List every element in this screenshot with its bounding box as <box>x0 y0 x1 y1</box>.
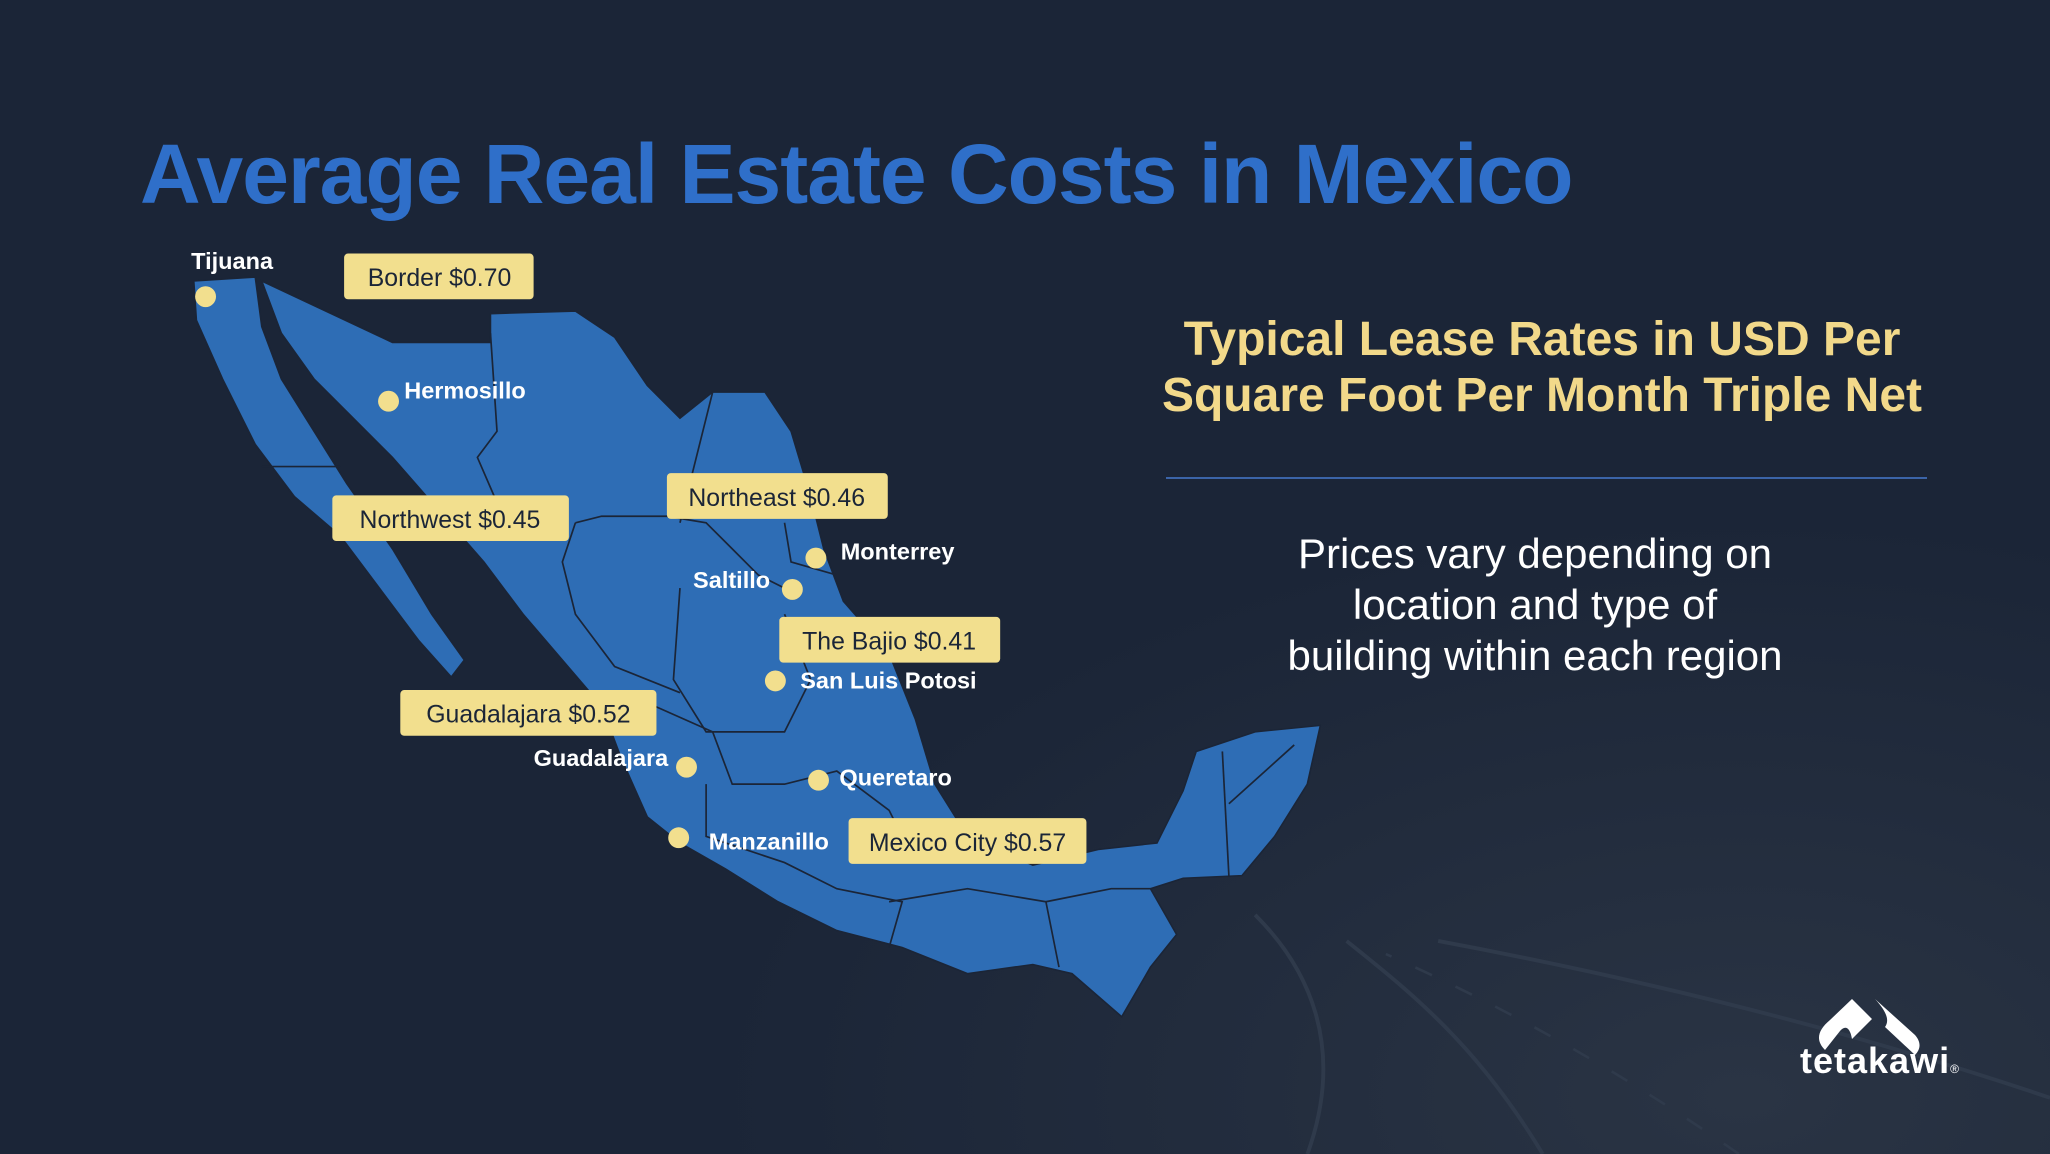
city-monterrey: Monterrey <box>805 538 955 569</box>
city-san-luis-potosi: San Luis Potosi <box>764 668 977 694</box>
svg-text:Guadalajara: Guadalajara <box>534 745 670 771</box>
city-tijuana: Tijuana <box>191 248 274 308</box>
svg-text:Guadalajara $0.52: Guadalajara $0.52 <box>426 702 630 729</box>
callout-border: Border $0.70 <box>344 253 534 300</box>
region-callouts: Border $0.70 Northwest $0.45 Northeast $… <box>332 253 1087 864</box>
svg-text:Border $0.70: Border $0.70 <box>368 265 512 292</box>
callout-mexico-city: Mexico City $0.57 <box>848 818 1087 864</box>
description-text: Prices vary depending on location and ty… <box>1287 530 1783 679</box>
page-title: Average Real Estate Costs in Mexico <box>140 127 1573 221</box>
callout-bajio: The Bajio $0.41 <box>779 616 1001 663</box>
logo-wordmark: tetakawi® <box>1800 1040 1960 1081</box>
svg-text:Queretaro: Queretaro <box>839 764 951 790</box>
svg-text:Mexico City $0.57: Mexico City $0.57 <box>869 830 1066 857</box>
svg-text:Tijuana: Tijuana <box>191 248 274 274</box>
svg-text:Northwest $0.45: Northwest $0.45 <box>360 507 541 534</box>
city-hermosillo: Hermosillo <box>378 378 526 412</box>
city-markers: Tijuana Hermosillo Monterrey Saltillo Sa… <box>191 248 976 854</box>
lease-rates-heading: Typical Lease Rates in USD Per Square Fo… <box>1150 312 1934 424</box>
svg-text:Monterrey: Monterrey <box>841 538 955 564</box>
city-manzanillo: Manzanillo <box>668 827 829 854</box>
city-saltillo: Saltillo <box>693 567 803 600</box>
svg-text:The Bajio $0.41: The Bajio $0.41 <box>802 629 976 656</box>
heading-line-1: Typical Lease Rates in USD Per <box>1183 313 1901 366</box>
svg-text:San Luis Potosi: San Luis Potosi <box>800 668 976 694</box>
city-guadalajara: Guadalajara <box>534 745 697 778</box>
heading-line-2: Square Foot Per Month Triple Net <box>1161 369 1923 422</box>
callout-northwest: Northwest $0.45 <box>332 495 569 542</box>
svg-text:Northeast $0.46: Northeast $0.46 <box>688 485 865 512</box>
mountain-logo-icon <box>1818 999 1920 1055</box>
city-queretaro: Queretaro <box>808 764 952 791</box>
svg-text:Saltillo: Saltillo <box>693 567 770 593</box>
callout-guadalajara: Guadalajara $0.52 <box>400 690 657 736</box>
svg-text:Hermosillo: Hermosillo <box>404 378 526 404</box>
map-baja-california <box>192 276 466 679</box>
divider <box>1166 477 1927 479</box>
svg-text:Manzanillo: Manzanillo <box>709 828 829 854</box>
callout-northeast: Northeast $0.46 <box>666 473 888 519</box>
